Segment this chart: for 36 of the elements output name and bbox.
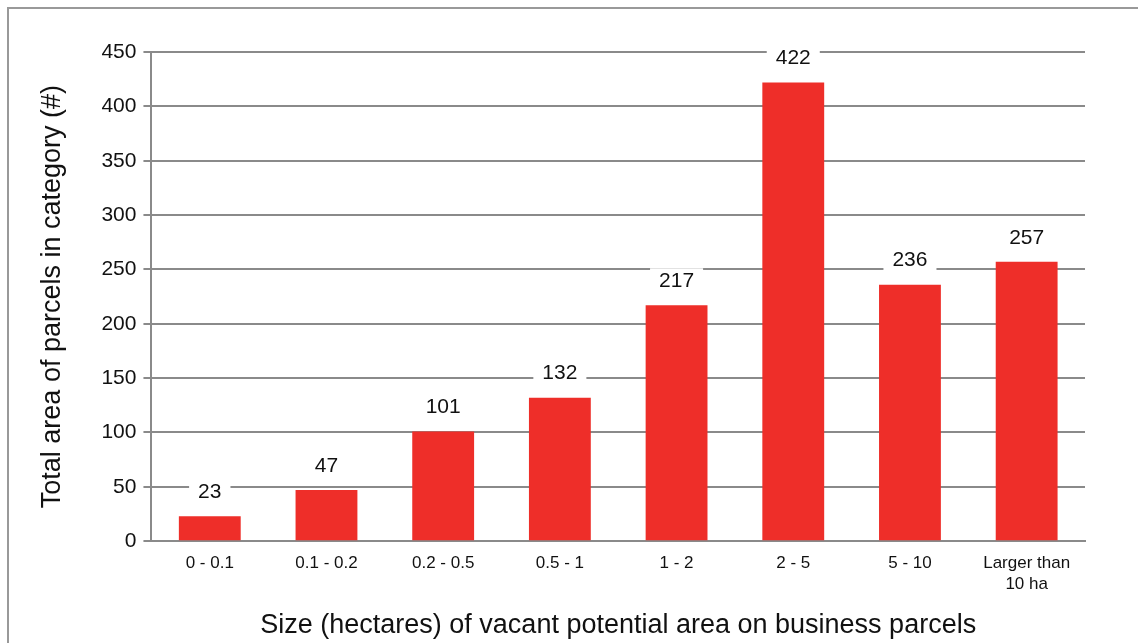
y-tick-label: 300: [101, 201, 137, 225]
y-tick-label: 50: [113, 473, 137, 497]
x-tick-label: 0.2 - 0.5: [411, 553, 475, 573]
y-tick-label: 0: [124, 527, 137, 551]
bar: [879, 284, 941, 541]
data-label: 47: [314, 452, 339, 476]
bar: [178, 516, 241, 541]
x-tick-label: 2 - 5: [776, 553, 811, 573]
x-tick-label: Larger than 10 ha: [983, 553, 1071, 594]
data-label: 422: [775, 45, 811, 69]
x-axis-title: Size (hectares) of vacant potential area on business parcels: [260, 608, 977, 639]
y-tick-label: 100: [101, 419, 137, 443]
x-tick-label: 0 - 0.1: [185, 553, 234, 573]
x-tick-label: 0.1 - 0.2: [295, 553, 358, 573]
y-tick-label: 200: [101, 310, 137, 334]
y-tick-label: 450: [101, 38, 137, 62]
bar: [295, 490, 358, 541]
bar: [762, 82, 825, 541]
data-label: 23: [198, 478, 222, 502]
bar: [645, 305, 708, 541]
y-tick-label: 400: [101, 93, 137, 117]
data-label: 217: [659, 268, 695, 292]
x-tick-label: 0.5 - 1: [535, 553, 584, 573]
y-axis-title: Total area of parcels in category (#): [35, 84, 66, 509]
bar: [995, 261, 1058, 541]
y-tick-label: 150: [101, 364, 137, 388]
x-tick-label: 5 - 10: [888, 553, 932, 573]
x-tick-label: 1 - 2: [659, 553, 694, 573]
data-label: 257: [1009, 224, 1045, 248]
data-label: 132: [542, 360, 578, 384]
data-label: 101: [425, 394, 461, 418]
y-tick-label: 350: [101, 147, 137, 171]
y-tick-label: 250: [101, 256, 137, 280]
bar: [412, 431, 475, 541]
bar: [528, 397, 591, 541]
data-label: 236: [892, 247, 928, 271]
